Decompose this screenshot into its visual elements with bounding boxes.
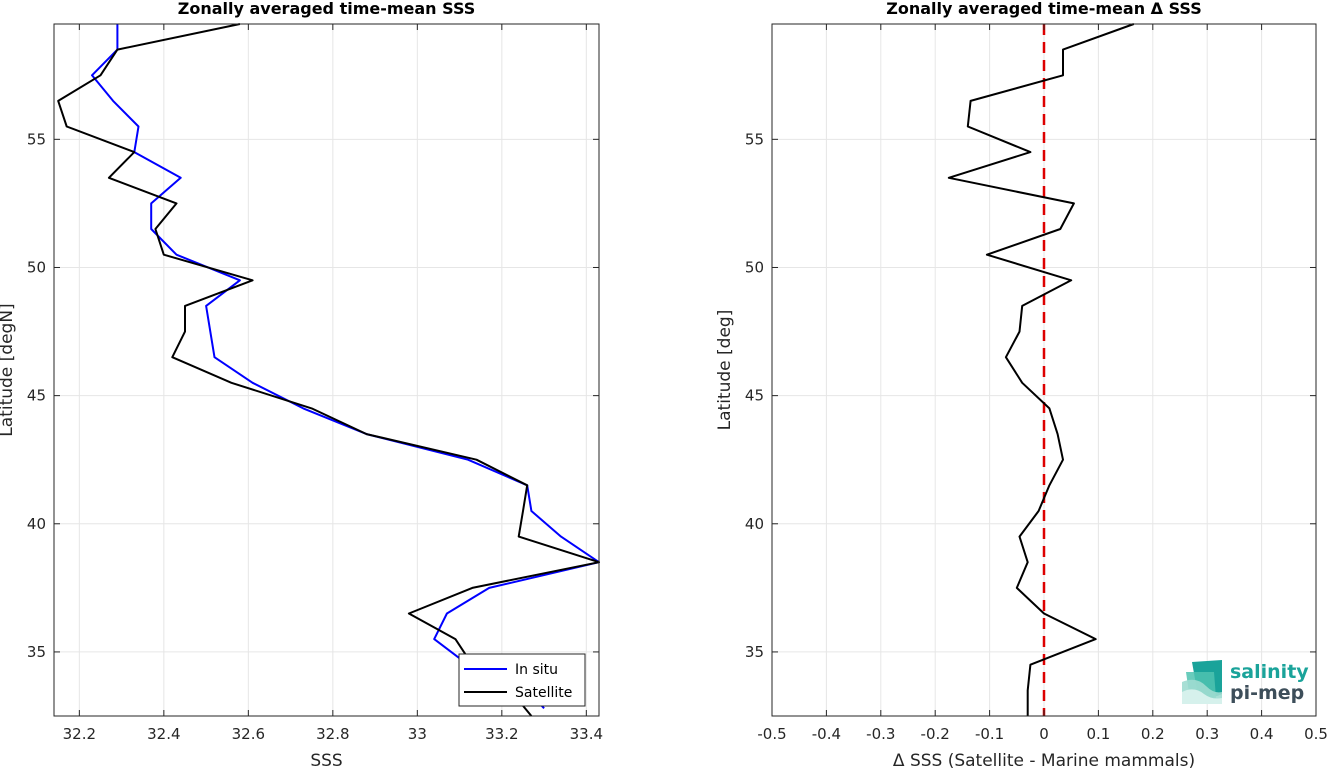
right-y-axis-label: Latitude [deg] xyxy=(715,310,735,431)
y-tick-label: 35 xyxy=(27,643,46,661)
x-tick-label: 0 xyxy=(1039,725,1049,743)
y-tick-label: 55 xyxy=(27,130,46,148)
right-series-lines xyxy=(947,23,1135,716)
right-axes: -0.5 -0.4 -0.3 -0.2 -0.1 0 0.1 0.2 0.3 0.4 0.5 35 40… xyxy=(715,0,1328,769)
y-tick-label: 50 xyxy=(745,258,764,276)
x-tick-label: -0.5 xyxy=(757,725,786,743)
series-line-delta-sss xyxy=(947,23,1135,716)
x-tick-label: 0.5 xyxy=(1304,725,1328,743)
legend-label-in-situ: In situ xyxy=(515,662,558,678)
x-tick-label: -0.4 xyxy=(812,725,841,743)
x-tick-label: 32.6 xyxy=(232,725,265,743)
x-tick-label: -0.1 xyxy=(975,725,1004,743)
left-grid xyxy=(54,24,599,716)
x-tick-label: 32.2 xyxy=(63,725,96,743)
x-tick-label: 33.2 xyxy=(485,725,518,743)
y-tick-label: 45 xyxy=(745,387,764,405)
x-tick-label: 32.8 xyxy=(316,725,349,743)
y-tick-label: 55 xyxy=(745,130,764,148)
x-tick-label: -0.2 xyxy=(921,725,950,743)
logo-text-line2: pi-mep xyxy=(1230,682,1304,704)
y-tick-label: 40 xyxy=(745,515,764,533)
series-line-satellite xyxy=(57,23,600,717)
y-tick-label: 45 xyxy=(27,387,46,405)
x-tick-label: -0.3 xyxy=(866,725,895,743)
x-tick-label: 0.1 xyxy=(1086,725,1110,743)
y-tick-label: 50 xyxy=(27,258,46,276)
left-ticks: 32.2 32.4 32.6 32.8 33 33.2 33.4 35 40 45 50 55 xyxy=(27,24,603,743)
x-tick-label: 0.4 xyxy=(1250,725,1274,743)
x-tick-label: 33 xyxy=(408,725,427,743)
y-tick-label: 40 xyxy=(27,515,46,533)
logo-text-line1: salinity xyxy=(1230,661,1309,683)
x-tick-label: 32.4 xyxy=(147,725,180,743)
legend-label-satellite: Satellite xyxy=(515,685,572,701)
left-chart-title: Zonally averaged time-mean SSS xyxy=(178,0,476,18)
right-chart-title: Zonally averaged time-mean Δ SSS xyxy=(886,0,1202,18)
wave-logo-icon xyxy=(1182,660,1222,704)
left-y-axis-label: Latitude [degN] xyxy=(0,303,17,436)
left-x-axis-label: SSS xyxy=(310,751,342,769)
left-series-lines xyxy=(57,23,600,717)
right-ticks: -0.5 -0.4 -0.3 -0.2 -0.1 0 0.1 0.2 0.3 0.4 0.5 35 40… xyxy=(745,24,1328,743)
x-tick-label: 33.4 xyxy=(570,725,603,743)
left-axes: 32.2 32.4 32.6 32.8 33 33.2 33.4 35 40 45 50 55 Zon… xyxy=(0,0,603,769)
legend: In situ Satellite xyxy=(458,653,586,707)
right-x-axis-label: Δ SSS (Satellite - Marine mammals) xyxy=(893,751,1195,769)
salinity-pi-mep-logo: salinity pi-mep xyxy=(1182,660,1309,704)
x-tick-label: 0.3 xyxy=(1195,725,1219,743)
series-line-in-situ xyxy=(91,24,600,709)
x-tick-label: 0.2 xyxy=(1141,725,1165,743)
y-tick-label: 35 xyxy=(745,643,764,661)
